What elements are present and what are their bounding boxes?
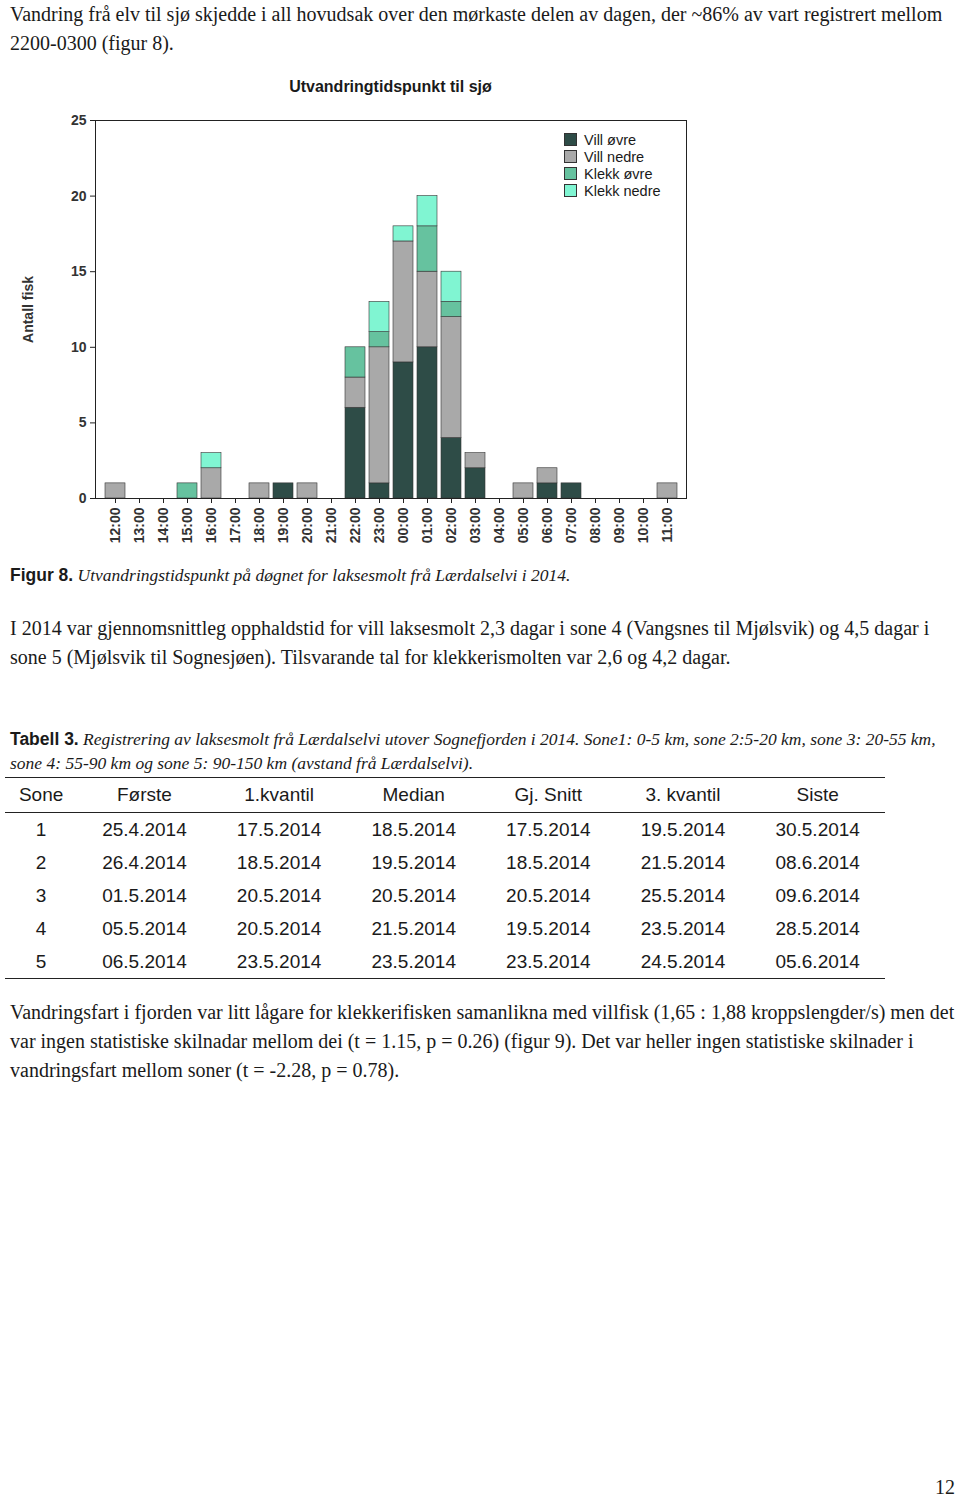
html-text:Vandringsfart i fjorden var li: Vandringsfart i fjorden var litt lågare … — [10, 1001, 955, 1081]
html-text:01.5.2014: 01.5.2014 — [102, 884, 187, 906]
html-text:Sone: Sone — [18, 784, 64, 805]
html-text:5: 5 — [35, 950, 47, 972]
svg-text:0: 0 — [79, 490, 87, 506]
html-text:23.5.2014: 23.5.2014 — [236, 950, 322, 972]
svg-text:04:00: 04:00 — [491, 507, 507, 543]
svg-text:20:00: 20:00 — [299, 507, 315, 543]
html-text:Vill øvre: Vill øvre — [584, 132, 637, 148]
html-text:Vill nedre: Vill nedre — [584, 149, 645, 165]
html-text:19.5.2014: 19.5.2014 — [640, 818, 726, 840]
svg-text:09:00: 09:00 — [611, 507, 627, 543]
html-text:23.5.2014: 23.5.2014 — [371, 950, 456, 972]
svg-text:21:00: 21:00 — [323, 507, 339, 543]
html-text:Vandring frå elv til sjø skjed: Vandring frå elv til sjø skjedde i all h… — [10, 3, 943, 54]
html-text:Median: Median — [382, 784, 445, 805]
svg-text:14:00: 14:00 — [155, 507, 171, 543]
svg-text:25: 25 — [71, 112, 87, 128]
svg-text:10: 10 — [71, 339, 87, 355]
svg-text:01:00: 01:00 — [419, 507, 435, 543]
svg-text:00:00: 00:00 — [395, 507, 411, 543]
svg-text:06:00: 06:00 — [539, 507, 555, 543]
html-text:1: 1 — [35, 818, 47, 840]
html-text:I 2014 var gjennomsnittleg opp: I 2014 var gjennomsnittleg opphaldstid f… — [10, 617, 930, 668]
html-text:05.5.2014: 05.5.2014 — [102, 917, 187, 939]
html-text:12: 12 — [935, 1476, 955, 1498]
html-text:08.6.2014: 08.6.2014 — [775, 851, 860, 873]
svg-text:13:00: 13:00 — [131, 507, 147, 543]
html-text:18.5.2014: 18.5.2014 — [371, 818, 456, 840]
svg-text:17:00: 17:00 — [227, 507, 243, 543]
html-text:3. kvantil: 3. kvantil — [645, 784, 721, 805]
svg-text:22:00: 22:00 — [347, 507, 363, 543]
html-text:Første: Første — [117, 784, 172, 805]
html-text:09.6.2014: 09.6.2014 — [775, 884, 860, 906]
html-text:23.5.2014: 23.5.2014 — [506, 950, 591, 972]
svg-text:23:00: 23:00 — [371, 507, 387, 543]
html-text:20.5.2014: 20.5.2014 — [236, 884, 322, 906]
html-text:25.4.2014: 25.4.2014 — [102, 818, 187, 840]
html-text:20.5.2014: 20.5.2014 — [236, 917, 322, 939]
svg-text:18:00: 18:00 — [251, 507, 267, 543]
html-text:4: 4 — [35, 917, 47, 939]
html-text:Klekk øvre: Klekk øvre — [584, 166, 653, 182]
html-text:20.5.2014: 20.5.2014 — [506, 884, 591, 906]
svg-text:05:00: 05:00 — [515, 507, 531, 543]
html-text:17.5.2014: 17.5.2014 — [236, 818, 322, 840]
html-text:Tabell 3. Registrering av laks: Tabell 3. Registrering av laksesmolt frå… — [10, 729, 936, 773]
html-text:21.5.2014: 21.5.2014 — [371, 917, 456, 939]
html-text:1.kvantil: 1.kvantil — [244, 784, 314, 805]
svg-text:15: 15 — [71, 263, 87, 279]
svg-text:03:00: 03:00 — [467, 507, 483, 543]
html-text:06.5.2014: 06.5.2014 — [102, 950, 187, 972]
svg-text:Antall fisk: Antall fisk — [20, 276, 36, 343]
html-text:2: 2 — [35, 851, 47, 873]
html-text:3: 3 — [35, 884, 47, 906]
svg-text:10:00: 10:00 — [635, 507, 651, 543]
html-text:18.5.2014: 18.5.2014 — [236, 851, 322, 873]
html-text:05.6.2014: 05.6.2014 — [775, 950, 860, 972]
svg-text:15:00: 15:00 — [179, 507, 195, 543]
html-text:20.5.2014: 20.5.2014 — [371, 884, 456, 906]
svg-text:16:00: 16:00 — [203, 507, 219, 543]
svg-text:12:00: 12:00 — [107, 507, 123, 543]
html-text:30.5.2014: 30.5.2014 — [775, 818, 860, 840]
svg-text:11:00: 11:00 — [659, 507, 675, 542]
svg-text:5: 5 — [79, 414, 87, 430]
html-text:28.5.2014: 28.5.2014 — [775, 917, 860, 939]
html-text:17.5.2014: 17.5.2014 — [506, 818, 591, 840]
html-text:Utvandringtidspunkt til sjø: Utvandringtidspunkt til sjø — [289, 78, 492, 95]
svg-text:08:00: 08:00 — [587, 507, 603, 543]
html-text:Klekk nedre: Klekk nedre — [584, 183, 661, 199]
html-text:25.5.2014: 25.5.2014 — [640, 884, 726, 906]
html-text:Figur 8. Utvandringstidspunkt: Figur 8. Utvandringstidspunkt på døgnet … — [10, 565, 571, 585]
html-text:24.5.2014: 24.5.2014 — [640, 950, 726, 972]
svg-text:20: 20 — [71, 188, 87, 204]
svg-text:07:00: 07:00 — [563, 507, 579, 543]
html-text:21.5.2014: 21.5.2014 — [640, 851, 726, 873]
html-text:19.5.2014: 19.5.2014 — [506, 917, 591, 939]
svg-text:02:00: 02:00 — [443, 507, 459, 543]
html-text:26.4.2014: 26.4.2014 — [102, 851, 187, 873]
svg-text:19:00: 19:00 — [275, 507, 291, 543]
html-text:Siste: Siste — [796, 784, 839, 805]
html-text:Gj. Snitt: Gj. Snitt — [514, 784, 583, 805]
html-text:19.5.2014: 19.5.2014 — [371, 851, 456, 873]
html-text:18.5.2014: 18.5.2014 — [506, 851, 591, 873]
html-text:23.5.2014: 23.5.2014 — [640, 917, 726, 939]
